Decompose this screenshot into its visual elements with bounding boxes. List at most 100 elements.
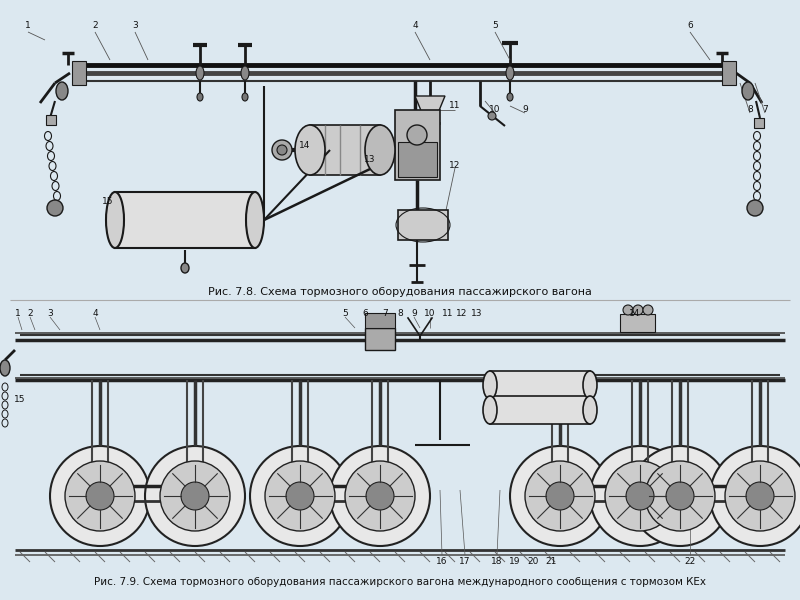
Circle shape xyxy=(626,482,654,510)
Text: 14: 14 xyxy=(630,310,641,319)
Text: 2: 2 xyxy=(92,20,98,29)
Text: 16: 16 xyxy=(436,557,448,566)
Bar xyxy=(46,115,56,125)
Text: Рис. 7.8. Схема тормозного оборудования пассажирского вагона: Рис. 7.8. Схема тормозного оборудования … xyxy=(208,287,592,297)
Circle shape xyxy=(47,200,63,216)
Text: 10: 10 xyxy=(490,106,501,115)
Text: 9: 9 xyxy=(522,106,528,115)
Bar xyxy=(72,61,86,85)
Text: 15: 15 xyxy=(14,395,26,404)
Text: 4: 4 xyxy=(412,20,418,29)
Text: 13: 13 xyxy=(364,155,376,164)
Bar xyxy=(115,192,255,248)
Bar xyxy=(490,371,590,399)
Text: 8: 8 xyxy=(747,106,753,115)
Circle shape xyxy=(366,482,394,510)
Circle shape xyxy=(277,145,287,155)
Ellipse shape xyxy=(295,125,325,175)
Text: 8: 8 xyxy=(397,310,403,319)
Circle shape xyxy=(181,482,209,510)
Text: 13: 13 xyxy=(471,310,482,319)
Text: 1: 1 xyxy=(25,20,31,29)
Text: 5: 5 xyxy=(342,310,348,319)
Circle shape xyxy=(590,446,690,546)
Circle shape xyxy=(747,200,763,216)
Ellipse shape xyxy=(583,371,597,399)
Circle shape xyxy=(643,305,653,315)
Ellipse shape xyxy=(583,396,597,424)
Text: 14: 14 xyxy=(299,140,310,149)
Ellipse shape xyxy=(507,93,513,101)
Bar xyxy=(365,313,395,328)
Ellipse shape xyxy=(742,82,754,100)
Text: 11: 11 xyxy=(442,310,454,319)
Circle shape xyxy=(65,461,135,531)
Circle shape xyxy=(86,482,114,510)
Ellipse shape xyxy=(197,93,203,101)
Circle shape xyxy=(265,461,335,531)
Ellipse shape xyxy=(242,93,248,101)
Circle shape xyxy=(250,446,350,546)
Text: 6: 6 xyxy=(687,20,693,29)
Bar xyxy=(365,328,395,350)
Text: 1: 1 xyxy=(15,310,21,319)
Ellipse shape xyxy=(483,396,497,424)
Ellipse shape xyxy=(506,66,514,80)
Polygon shape xyxy=(415,96,445,113)
Text: 3: 3 xyxy=(132,20,138,29)
Text: 17: 17 xyxy=(459,557,470,566)
Circle shape xyxy=(525,461,595,531)
Ellipse shape xyxy=(241,66,249,80)
Text: 22: 22 xyxy=(684,557,696,566)
Text: 3: 3 xyxy=(47,310,53,319)
Text: 12: 12 xyxy=(450,160,461,169)
Text: 6: 6 xyxy=(362,310,368,319)
Ellipse shape xyxy=(0,360,10,376)
Text: 21: 21 xyxy=(546,557,557,566)
Circle shape xyxy=(286,482,314,510)
Circle shape xyxy=(546,482,574,510)
Bar xyxy=(754,118,764,128)
Text: 7: 7 xyxy=(762,106,768,115)
Ellipse shape xyxy=(365,125,395,175)
Circle shape xyxy=(145,446,245,546)
Circle shape xyxy=(330,446,430,546)
Circle shape xyxy=(510,446,610,546)
Text: 15: 15 xyxy=(102,197,114,206)
Bar xyxy=(310,125,380,175)
Circle shape xyxy=(605,461,675,531)
Ellipse shape xyxy=(488,112,496,120)
Circle shape xyxy=(645,461,715,531)
Circle shape xyxy=(633,305,643,315)
Circle shape xyxy=(630,446,730,546)
Ellipse shape xyxy=(106,192,124,248)
Bar xyxy=(722,61,736,85)
Circle shape xyxy=(725,461,795,531)
Ellipse shape xyxy=(407,125,427,145)
Circle shape xyxy=(272,140,292,160)
Text: 12: 12 xyxy=(456,310,468,319)
Ellipse shape xyxy=(56,82,68,100)
Bar xyxy=(5,10,795,290)
Text: 11: 11 xyxy=(450,100,461,109)
Text: 20: 20 xyxy=(527,557,538,566)
Text: 19: 19 xyxy=(510,557,521,566)
Circle shape xyxy=(50,446,150,546)
Circle shape xyxy=(345,461,415,531)
Ellipse shape xyxy=(181,263,189,273)
Bar xyxy=(5,300,795,575)
Ellipse shape xyxy=(483,371,497,399)
Text: 7: 7 xyxy=(382,310,388,319)
Ellipse shape xyxy=(246,192,264,248)
Text: 9: 9 xyxy=(411,310,417,319)
Bar xyxy=(395,110,440,180)
Circle shape xyxy=(710,446,800,546)
Circle shape xyxy=(160,461,230,531)
Text: 2: 2 xyxy=(27,310,33,319)
Circle shape xyxy=(666,482,694,510)
Text: Рис. 7.9. Схема тормозного оборудования пассажирского вагона международного сооб: Рис. 7.9. Схема тормозного оборудования … xyxy=(94,577,706,587)
Text: 18: 18 xyxy=(491,557,502,566)
Text: 5: 5 xyxy=(492,20,498,29)
Text: 10: 10 xyxy=(424,310,436,319)
Bar xyxy=(490,396,590,424)
